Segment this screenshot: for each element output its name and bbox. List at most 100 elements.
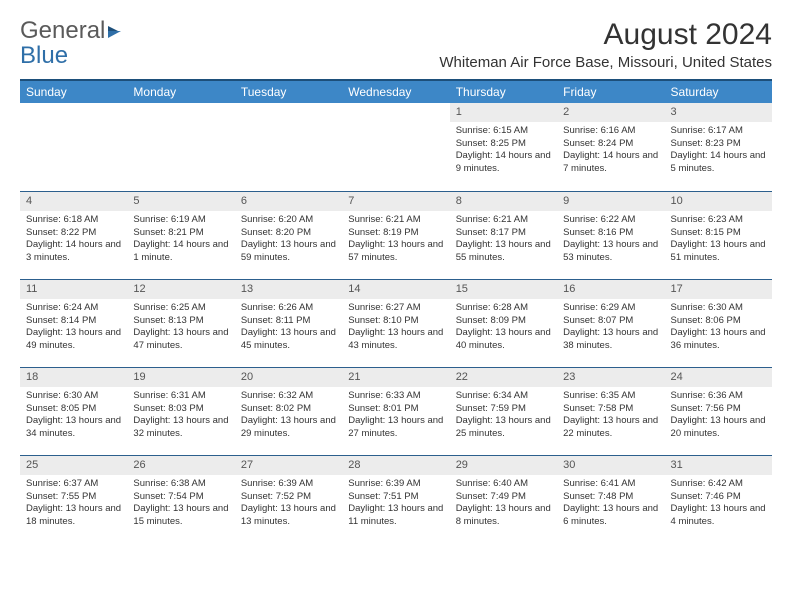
day-body: Sunrise: 6:34 AMSunset: 7:59 PMDaylight:… [450, 387, 557, 445]
daylight-line: Daylight: 13 hours and 27 minutes. [348, 415, 443, 441]
sunset-line: Sunset: 7:56 PM [671, 403, 766, 416]
daylight-line: Daylight: 13 hours and 11 minutes. [348, 503, 443, 529]
location: Whiteman Air Force Base, Missouri, Unite… [439, 54, 772, 71]
daylight-line: Daylight: 14 hours and 7 minutes. [563, 150, 658, 176]
day-body: Sunrise: 6:39 AMSunset: 7:52 PMDaylight:… [235, 475, 342, 533]
day-body: Sunrise: 6:20 AMSunset: 8:20 PMDaylight:… [235, 211, 342, 269]
day-number: 24 [665, 367, 772, 387]
calendar-day: 7Sunrise: 6:21 AMSunset: 8:19 PMDaylight… [342, 191, 449, 279]
day-body: Sunrise: 6:39 AMSunset: 7:51 PMDaylight:… [342, 475, 449, 533]
sunset-line: Sunset: 8:22 PM [26, 227, 121, 240]
calendar-day: 1Sunrise: 6:15 AMSunset: 8:25 PMDaylight… [450, 103, 557, 191]
calendar-day: 24Sunrise: 6:36 AMSunset: 7:56 PMDayligh… [665, 367, 772, 455]
daylight-line: Daylight: 14 hours and 3 minutes. [26, 239, 121, 265]
daylight-line: Daylight: 13 hours and 53 minutes. [563, 239, 658, 265]
sunrise-line: Sunrise: 6:23 AM [671, 214, 766, 227]
sunrise-line: Sunrise: 6:29 AM [563, 302, 658, 315]
sunrise-line: Sunrise: 6:39 AM [241, 478, 336, 491]
day-number: 15 [450, 279, 557, 299]
daylight-line: Daylight: 13 hours and 47 minutes. [133, 327, 228, 353]
sunset-line: Sunset: 8:10 PM [348, 315, 443, 328]
sunset-line: Sunset: 8:14 PM [26, 315, 121, 328]
daylight-line: Daylight: 13 hours and 13 minutes. [241, 503, 336, 529]
day-body: Sunrise: 6:25 AMSunset: 8:13 PMDaylight:… [127, 299, 234, 357]
daylight-line: Daylight: 13 hours and 36 minutes. [671, 327, 766, 353]
title-block: August 2024 Whiteman Air Force Base, Mis… [439, 18, 772, 77]
sunrise-line: Sunrise: 6:32 AM [241, 390, 336, 403]
day-body: Sunrise: 6:26 AMSunset: 8:11 PMDaylight:… [235, 299, 342, 357]
day-body: Sunrise: 6:22 AMSunset: 8:16 PMDaylight:… [557, 211, 664, 269]
calendar-day [127, 103, 234, 191]
sunset-line: Sunset: 8:02 PM [241, 403, 336, 416]
calendar-day: 10Sunrise: 6:23 AMSunset: 8:15 PMDayligh… [665, 191, 772, 279]
sunrise-line: Sunrise: 6:35 AM [563, 390, 658, 403]
sunrise-line: Sunrise: 6:30 AM [26, 390, 121, 403]
day-number: 7 [342, 191, 449, 211]
day-body: Sunrise: 6:30 AMSunset: 8:06 PMDaylight:… [665, 299, 772, 357]
day-number: 26 [127, 455, 234, 475]
weekday-header: Friday [557, 80, 664, 103]
calendar-day: 18Sunrise: 6:30 AMSunset: 8:05 PMDayligh… [20, 367, 127, 455]
calendar-day: 11Sunrise: 6:24 AMSunset: 8:14 PMDayligh… [20, 279, 127, 367]
daylight-line: Daylight: 13 hours and 25 minutes. [456, 415, 551, 441]
day-body: Sunrise: 6:36 AMSunset: 7:56 PMDaylight:… [665, 387, 772, 445]
sunset-line: Sunset: 7:48 PM [563, 491, 658, 504]
sunrise-line: Sunrise: 6:28 AM [456, 302, 551, 315]
daylight-line: Daylight: 14 hours and 9 minutes. [456, 150, 551, 176]
day-number: 10 [665, 191, 772, 211]
day-number: 21 [342, 367, 449, 387]
sunrise-line: Sunrise: 6:17 AM [671, 125, 766, 138]
day-number: 22 [450, 367, 557, 387]
calendar-day: 31Sunrise: 6:42 AMSunset: 7:46 PMDayligh… [665, 455, 772, 543]
sunset-line: Sunset: 8:07 PM [563, 315, 658, 328]
calendar-day: 14Sunrise: 6:27 AMSunset: 8:10 PMDayligh… [342, 279, 449, 367]
logo-word-2: Blue [20, 42, 68, 69]
calendar-day: 20Sunrise: 6:32 AMSunset: 8:02 PMDayligh… [235, 367, 342, 455]
calendar-day: 29Sunrise: 6:40 AMSunset: 7:49 PMDayligh… [450, 455, 557, 543]
weekday-header: Tuesday [235, 80, 342, 103]
daylight-line: Daylight: 13 hours and 59 minutes. [241, 239, 336, 265]
sunrise-line: Sunrise: 6:22 AM [563, 214, 658, 227]
day-number: 2 [557, 103, 664, 122]
sunrise-line: Sunrise: 6:38 AM [133, 478, 228, 491]
sunset-line: Sunset: 7:46 PM [671, 491, 766, 504]
calendar-day: 4 Sunrise: 6:18 AMSunset: 8:22 PMDaylight… [20, 191, 127, 279]
sunset-line: Sunset: 8:05 PM [26, 403, 121, 416]
calendar-week: 25Sunrise: 6:37 AMSunset: 7:55 PMDayligh… [20, 455, 772, 543]
daylight-line: Daylight: 14 hours and 5 minutes. [671, 150, 766, 176]
day-number: 8 [450, 191, 557, 211]
calendar-day: 26Sunrise: 6:38 AMSunset: 7:54 PMDayligh… [127, 455, 234, 543]
weekday-header: Wednesday [342, 80, 449, 103]
day-body: Sunrise: 6:31 AMSunset: 8:03 PMDaylight:… [127, 387, 234, 445]
day-number: 5 [127, 191, 234, 211]
day-number: 14 [342, 279, 449, 299]
daylight-line: Daylight: 13 hours and 49 minutes. [26, 327, 121, 353]
sunset-line: Sunset: 8:23 PM [671, 138, 766, 151]
logo: GeneralBlue [20, 18, 126, 68]
daylight-line: Daylight: 13 hours and 29 minutes. [241, 415, 336, 441]
calendar-day: 3Sunrise: 6:17 AMSunset: 8:23 PMDaylight… [665, 103, 772, 191]
sunrise-line: Sunrise: 6:18 AM [26, 214, 121, 227]
day-number: 29 [450, 455, 557, 475]
sunset-line: Sunset: 8:15 PM [671, 227, 766, 240]
calendar-day: 5Sunrise: 6:19 AMSunset: 8:21 PMDaylight… [127, 191, 234, 279]
calendar-day: 19Sunrise: 6:31 AMSunset: 8:03 PMDayligh… [127, 367, 234, 455]
calendar-day: 23Sunrise: 6:35 AMSunset: 7:58 PMDayligh… [557, 367, 664, 455]
day-body: Sunrise: 6:30 AMSunset: 8:05 PMDaylight:… [20, 387, 127, 445]
sunset-line: Sunset: 8:03 PM [133, 403, 228, 416]
day-body: Sunrise: 6:16 AMSunset: 8:24 PMDaylight:… [557, 122, 664, 180]
day-number: 19 [127, 367, 234, 387]
sunrise-line: Sunrise: 6:27 AM [348, 302, 443, 315]
sunrise-line: Sunrise: 6:25 AM [133, 302, 228, 315]
day-body: Sunrise: 6:40 AMSunset: 7:49 PMDaylight:… [450, 475, 557, 533]
day-number: 4 [20, 191, 127, 211]
calendar-day: 12Sunrise: 6:25 AMSunset: 8:13 PMDayligh… [127, 279, 234, 367]
daylight-line: Daylight: 13 hours and 40 minutes. [456, 327, 551, 353]
calendar-week: 1Sunrise: 6:15 AMSunset: 8:25 PMDaylight… [20, 103, 772, 191]
daylight-line: Daylight: 13 hours and 34 minutes. [26, 415, 121, 441]
weekday-header: Saturday [665, 80, 772, 103]
day-body: Sunrise: 6:32 AMSunset: 8:02 PMDaylight:… [235, 387, 342, 445]
sunrise-line: Sunrise: 6:24 AM [26, 302, 121, 315]
calendar-day [235, 103, 342, 191]
day-body: Sunrise: 6:28 AMSunset: 8:09 PMDaylight:… [450, 299, 557, 357]
